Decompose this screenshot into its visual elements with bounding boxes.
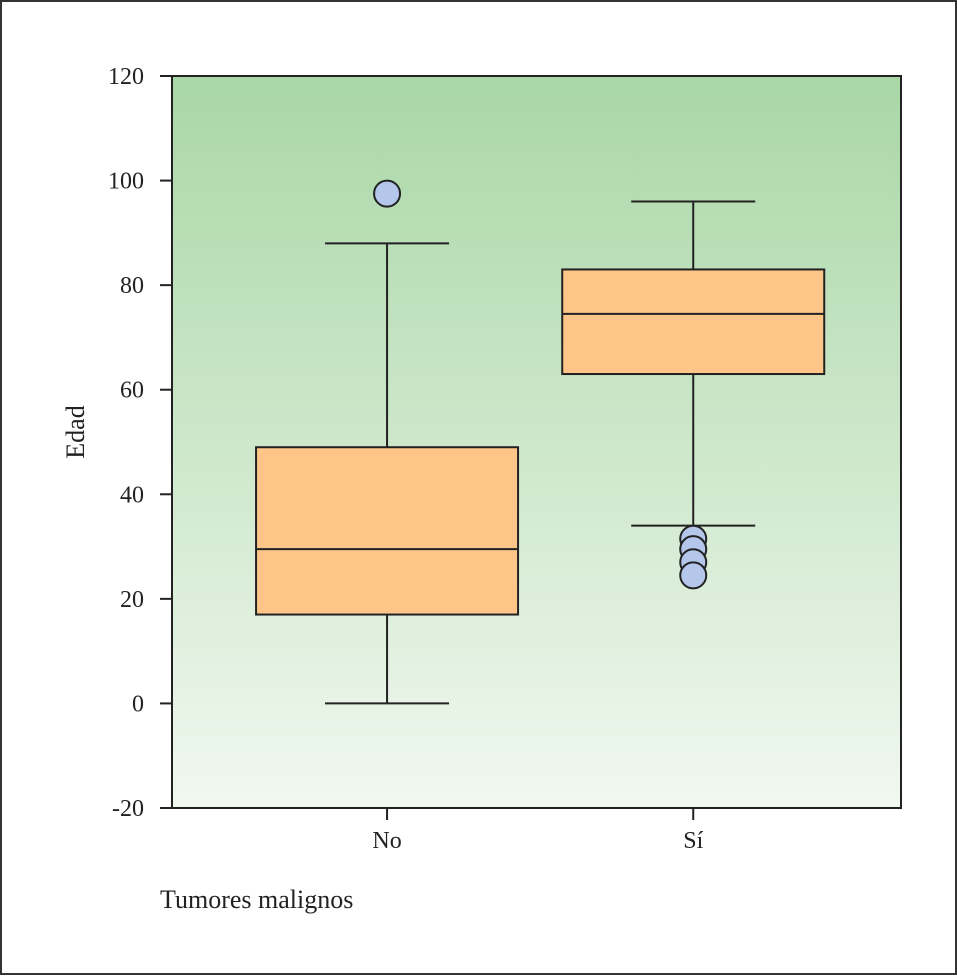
y-tick-label: 80 <box>120 273 144 299</box>
y-axis-title: Edad <box>61 405 90 458</box>
y-tick-label: -20 <box>112 796 144 822</box>
x-axis: No Sí <box>372 808 704 854</box>
iqr-box <box>561 268 826 376</box>
y-tick-label: 0 <box>132 691 144 717</box>
outlier-point <box>373 179 402 208</box>
y-tick-label: 40 <box>120 482 144 508</box>
y-tick-label: 120 <box>108 64 144 90</box>
y-tick-label: 20 <box>120 587 144 613</box>
box-group <box>561 200 826 590</box>
boxes <box>255 179 826 705</box>
x-tick-label: No <box>372 828 401 854</box>
x-axis-title: Tumores malignos <box>160 885 353 914</box>
plot-area <box>171 75 902 809</box>
outlier-point <box>679 561 708 590</box>
y-tick-label: 100 <box>108 169 144 195</box>
y-axis: -20 0 20 40 60 80 100 120 <box>108 64 172 822</box>
y-tick-label: 60 <box>120 378 144 404</box>
iqr-box <box>255 446 520 616</box>
box-group <box>255 179 520 705</box>
x-tick-label: Sí <box>683 828 703 854</box>
